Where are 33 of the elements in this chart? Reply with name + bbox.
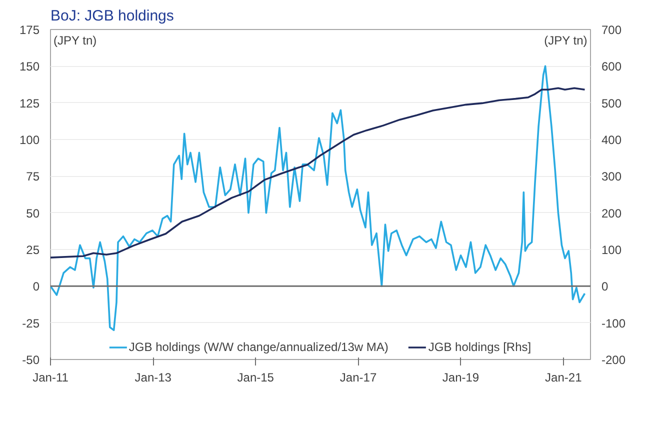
- x-tick-label: Jan-11: [32, 370, 69, 384]
- y-tick-label: -25: [22, 316, 40, 330]
- y2-tick-label: 500: [602, 96, 622, 110]
- y-tick-label: 75: [26, 170, 40, 184]
- legend-label: JGB holdings (W/W change/annualized/13w MA): [128, 340, 388, 354]
- y2-tick-label: -100: [602, 316, 626, 330]
- x-tick-label: Jan-15: [237, 370, 274, 384]
- y-tick-label: -50: [22, 353, 40, 367]
- x-tick-label: Jan-17: [340, 370, 377, 384]
- y-tick-label: 125: [19, 96, 40, 110]
- y-tick-label: 25: [26, 243, 40, 257]
- y2-tick-label: 700: [602, 23, 622, 37]
- y2-tick-label: 600: [602, 60, 622, 74]
- y2-tick-label: -200: [602, 353, 626, 367]
- y2-tick-label: 200: [602, 206, 622, 220]
- y-axis-title: (JPY tn): [54, 34, 97, 48]
- chart-title: BoJ: JGB holdings: [50, 8, 174, 24]
- y2-tick-label: 400: [602, 133, 622, 147]
- line-series: [50, 87, 586, 258]
- y2-tick-label: 0: [602, 280, 608, 294]
- y-tick-label: 50: [26, 206, 40, 220]
- line-series: [50, 65, 586, 332]
- y-tick-label: 175: [19, 23, 40, 37]
- y-tick-label: 100: [19, 133, 40, 147]
- y2-tick-label: 300: [602, 170, 622, 184]
- x-tick-label: Jan-21: [545, 370, 582, 384]
- y2-axis-title: (JPY tn): [544, 34, 588, 48]
- y2-tick-label: 100: [602, 243, 622, 257]
- legend-label: JGB holdings [Rhs]: [428, 340, 532, 354]
- x-tick-label: Jan-19: [442, 370, 480, 384]
- x-tick-label: Jan-13: [134, 370, 172, 384]
- y-tick-label: 0: [32, 280, 40, 294]
- y-tick-label: 150: [19, 60, 40, 74]
